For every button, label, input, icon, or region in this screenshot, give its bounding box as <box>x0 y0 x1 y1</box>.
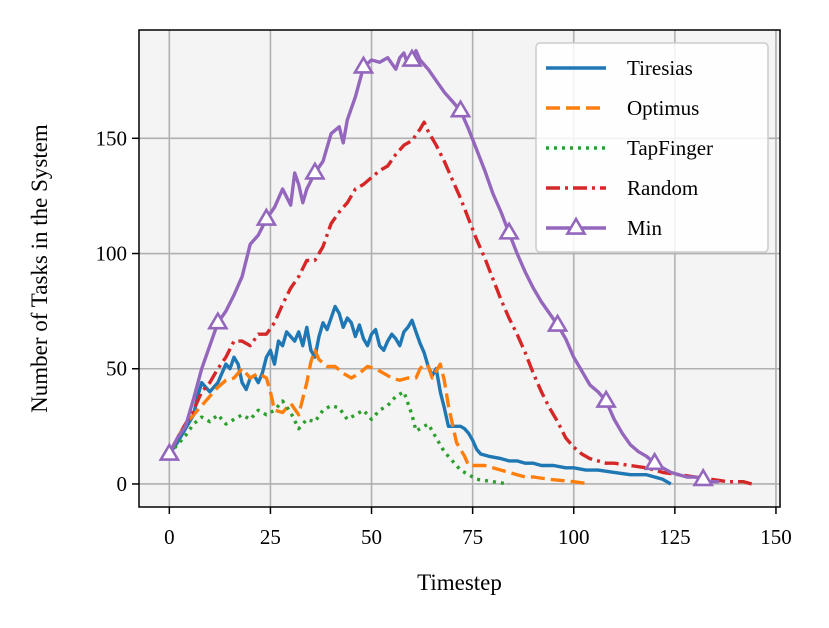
series-marker-min <box>401 48 423 67</box>
x-tick-label: 50 <box>361 525 382 549</box>
legend-label-optimus: Optimus <box>627 96 699 120</box>
y-tick-label: 100 <box>96 242 128 266</box>
series-marker-min <box>498 221 520 240</box>
legend-marker-min <box>565 216 587 235</box>
series-marker-min <box>546 313 569 332</box>
ticks: 0 25 50 75 100 125 150 0 50 100 150 <box>96 126 792 549</box>
series-marker-min <box>207 311 229 330</box>
legend-label-min: Min <box>627 216 663 240</box>
series-marker-min <box>692 467 714 487</box>
series-marker-min <box>449 99 472 118</box>
series-line-random <box>167 120 753 486</box>
y-tick-label: 150 <box>96 126 128 150</box>
x-tick-label: 25 <box>260 525 281 549</box>
x-tick-label: 75 <box>462 525 483 549</box>
series-line-optimus <box>167 348 591 486</box>
y-tick-label: 0 <box>117 472 128 496</box>
y-axis-label: Number of Tasks in the System <box>27 124 52 413</box>
series-line-tapfinger <box>168 390 510 486</box>
legend-box <box>535 42 769 253</box>
y-tick-label: 50 <box>106 357 127 381</box>
x-tick-label: 0 <box>164 525 175 549</box>
legend-label-tapfinger: TapFinger <box>627 136 713 160</box>
series-layer <box>158 48 753 487</box>
x-axis-label: Timestep <box>417 570 502 595</box>
series-marker-min <box>304 161 326 180</box>
series-marker-min <box>255 207 278 226</box>
plot-frame <box>138 29 781 508</box>
series-line-tiresias <box>167 304 672 486</box>
x-tick-label: 100 <box>558 525 590 549</box>
x-tick-label: 150 <box>760 525 792 549</box>
legend-label-tiresias: Tiresias <box>627 56 693 80</box>
series-marker-min <box>158 442 181 461</box>
legend: Tiresias Optimus TapFinger Random Min <box>535 42 769 253</box>
series-marker-min <box>352 55 375 74</box>
series-marker-min <box>595 389 617 408</box>
series-marker-min <box>643 451 666 471</box>
legend-label-random: Random <box>627 176 698 200</box>
x-tick-label: 125 <box>659 525 691 549</box>
